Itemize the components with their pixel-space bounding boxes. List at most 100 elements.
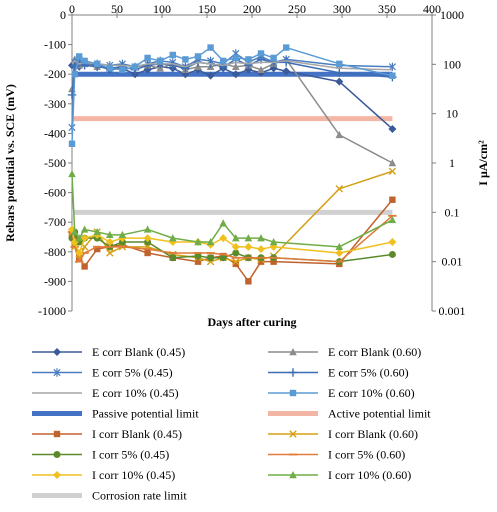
legend-label: E corr 5% (0.60) [328,366,409,380]
data-point [232,234,240,242]
data-point [81,57,88,65]
x-tick-label: 250 [288,2,306,16]
data-point [131,70,139,79]
y2-tick-label: 0.001 [439,304,466,318]
legend-item: E corr 10% (0.45) [32,386,179,400]
legend: E corr Blank (0.45) E corr Blank (0.60) E … [32,345,431,503]
legend-item: E corr 5% (0.60) [268,366,409,380]
legend-label: E corr Blank (0.45) [92,345,185,359]
data-point [75,234,83,242]
data-point [269,238,278,246]
data-point [68,169,76,178]
legend-marker [289,389,297,397]
y-tick-label: -1000 [38,304,66,318]
data-point [388,159,397,167]
legend-item: E corr Blank (0.45) [32,345,185,359]
data-point [81,263,88,270]
legend-label: Passive potential limit [92,407,199,421]
series-line [71,46,393,144]
legend-label: I corr 5% (0.60) [328,448,405,462]
data-point [232,257,240,266]
data-point [207,254,215,262]
data-point [143,234,152,243]
y-axis-label: Rebars potential vs. SCE (mV) [3,84,17,242]
data-point [257,65,265,73]
data-point [388,250,396,258]
y-tick-label: -800 [44,245,66,259]
data-point [106,230,114,239]
data-point [144,54,151,62]
legend-label: E corr 5% (0.45) [92,366,173,380]
data-point [388,215,397,224]
legend-label: E corr Blank (0.60) [328,345,421,359]
data-point [335,242,344,251]
y-tick-label: -600 [44,186,66,200]
data-point [194,53,202,60]
data-point [282,67,291,76]
series-11 [68,169,397,251]
data-point [194,252,202,260]
legend-marker [53,430,61,438]
data-point [106,249,114,257]
data-point [257,245,265,254]
data-point [70,227,79,236]
data-point [206,238,215,246]
legend-label: Active potential limit [328,407,431,421]
data-point [70,62,79,71]
x-axis-label: Days after curing [207,315,296,329]
y2-tick-label: 0.01 [442,255,463,269]
y-tick-label: -700 [44,215,66,229]
axes: 0 50 100 150 200 250 300 350 400 0 -100 -200 -300 -40… [38,2,466,318]
data-point [94,245,101,253]
data-point [231,70,240,79]
data-point [282,58,291,67]
legend-label: I corr 10% (0.45) [92,468,175,482]
legend-item: Corrosion rate limit [32,489,187,503]
data-point [194,258,202,265]
data-point [335,68,344,77]
data-point [232,260,239,268]
y-tick-label: -100 [44,38,66,52]
legend-label: E corr 10% (0.45) [92,386,179,400]
data-point [220,57,227,65]
data-point [335,130,344,139]
data-point [389,196,396,203]
data-point [244,242,253,251]
data-point [143,225,152,233]
data-point [244,234,253,242]
data-point [68,140,76,147]
legend-item: I corr Blank (0.45) [32,427,182,441]
x-tick-label: 150 [198,2,216,16]
y2-axis-label: I μA/cm² [476,140,490,186]
data-point [169,254,177,262]
y2-tick-label: 1000 [440,8,464,22]
x-tick-label: 350 [378,2,396,16]
data-point [257,234,265,242]
data-point [389,72,396,79]
legend-marker [289,471,297,479]
legend-item: E corr 5% (0.45) [32,366,173,380]
data-point [169,51,176,59]
data-point [245,56,252,63]
y-tick-label: -300 [44,97,66,111]
data-point [336,60,343,68]
data-point [219,254,227,262]
data-point [335,248,344,257]
y-tick-label: -200 [44,67,66,81]
legend-marker [53,368,61,377]
legend-label: Corrosion rate limit [92,489,187,503]
x-tick-label: 50 [111,2,123,16]
data-point [219,234,228,243]
series-layer [67,44,397,285]
reference-lines [72,71,393,215]
data-point [182,56,189,63]
y-tick-label: -500 [44,156,66,170]
data-point [143,61,152,70]
data-point [245,278,252,285]
x-tick-label: 100 [153,2,171,16]
data-point [232,62,240,70]
data-point [105,238,114,247]
series-3 [67,55,397,100]
data-point [144,249,151,257]
